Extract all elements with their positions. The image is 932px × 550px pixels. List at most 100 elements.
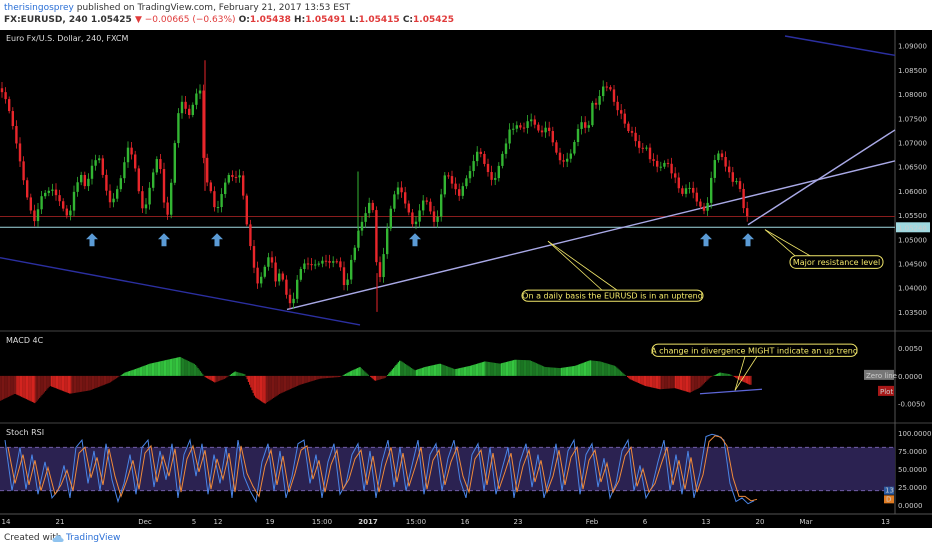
- candle: [731, 172, 734, 182]
- candle: [0, 88, 4, 93]
- chart-svg[interactable]: Euro Fx/U.S. Dollar, 240, FXCM 1.09000 1.0…: [0, 30, 932, 528]
- candle: [288, 294, 292, 304]
- candle: [515, 125, 518, 129]
- low-value: 1.05415: [358, 15, 400, 25]
- price-tick-label: 1.06000: [898, 188, 927, 196]
- candle: [742, 188, 745, 209]
- candle: [76, 182, 79, 192]
- candle: [638, 141, 641, 148]
- candle: [663, 162, 666, 167]
- candle: [306, 263, 310, 265]
- candle: [209, 182, 212, 192]
- candle: [443, 175, 446, 195]
- chart-area[interactable]: Euro Fx/U.S. Dollar, 240, FXCM 1.09000 1.0…: [0, 30, 932, 528]
- divergence-line: [699, 388, 763, 395]
- candle: [407, 203, 410, 213]
- time-tick-label: 21: [56, 518, 65, 526]
- high-value: 1.05491: [305, 15, 347, 25]
- candle: [436, 216, 439, 222]
- annotation-box: [789, 255, 884, 269]
- candle: [616, 101, 619, 111]
- candle: [177, 113, 180, 144]
- price-tick-label: 1.09000: [898, 43, 927, 51]
- candle: [486, 163, 490, 173]
- time-tick-label: 15:00: [312, 518, 332, 526]
- candle: [573, 142, 576, 154]
- author-link[interactable]: therisingosprey: [4, 3, 74, 13]
- candle: [170, 182, 173, 215]
- candle: [234, 176, 238, 178]
- candle: [594, 102, 598, 105]
- candle: [620, 110, 623, 114]
- macd-pane-title: MACD 4C: [6, 336, 44, 345]
- candle: [18, 143, 22, 162]
- price-tick-label: 1.07000: [898, 139, 927, 147]
- stoch-badge: [884, 486, 894, 495]
- candle: [544, 127, 547, 133]
- candle: [314, 264, 317, 266]
- candle: [350, 259, 353, 280]
- candle: [213, 191, 216, 208]
- candle: [162, 169, 166, 203]
- plot-badge-label: Plot: [880, 388, 893, 396]
- candle: [688, 187, 691, 189]
- candle: [396, 187, 400, 195]
- tradingview-brand[interactable]: TradingView: [66, 533, 121, 543]
- price-tick-label: 1.03500: [898, 309, 927, 317]
- time-tick-label: 13: [702, 518, 711, 526]
- candle: [602, 86, 605, 97]
- candle: [184, 101, 187, 109]
- candle: [411, 212, 414, 225]
- upper-channel-line: [784, 35, 896, 57]
- candle: [11, 111, 14, 127]
- annotation-box: [651, 343, 858, 357]
- candle: [195, 93, 198, 105]
- candle: [458, 189, 461, 196]
- candle: [256, 267, 259, 284]
- tradingview-cloud-icon: [52, 535, 64, 542]
- candle: [472, 161, 475, 172]
- candle: [206, 157, 209, 183]
- candle: [29, 197, 32, 211]
- candle: [155, 159, 158, 173]
- candle: [386, 228, 389, 255]
- candle: [202, 90, 205, 158]
- price-tick-label: 1.07500: [898, 115, 927, 123]
- candle: [432, 211, 436, 222]
- candle: [677, 177, 680, 189]
- created-with: Created with: [4, 533, 62, 543]
- candle: [548, 127, 551, 132]
- candle: [566, 158, 569, 162]
- symbol-label: FX:EURUSD, 240: [4, 15, 88, 25]
- candle: [263, 266, 266, 277]
- candle: [278, 273, 281, 282]
- time-tick-label: 19: [266, 518, 275, 526]
- candle: [152, 172, 155, 188]
- candle: [530, 119, 533, 122]
- candle: [4, 92, 7, 100]
- candle: [303, 263, 306, 270]
- candle: [324, 260, 328, 262]
- candle: [479, 151, 482, 154]
- candle: [224, 182, 227, 195]
- candle: [702, 206, 706, 211]
- candle: [173, 143, 176, 183]
- candle: [371, 202, 374, 211]
- price-tick-label: 1.04500: [898, 260, 927, 268]
- candle: [717, 153, 720, 161]
- candle: [54, 189, 58, 196]
- candle: [706, 202, 709, 211]
- candle: [738, 181, 742, 189]
- candle: [504, 143, 508, 154]
- candle: [501, 153, 504, 166]
- candle: [659, 166, 662, 168]
- time-tick-label: Dec: [138, 518, 152, 526]
- candle: [141, 191, 144, 209]
- candle: [404, 192, 407, 204]
- candle: [670, 163, 673, 174]
- lower-channel-line: [0, 256, 361, 326]
- candle: [126, 147, 130, 163]
- candle: [90, 165, 94, 179]
- candle: [684, 188, 688, 194]
- candle: [634, 132, 637, 142]
